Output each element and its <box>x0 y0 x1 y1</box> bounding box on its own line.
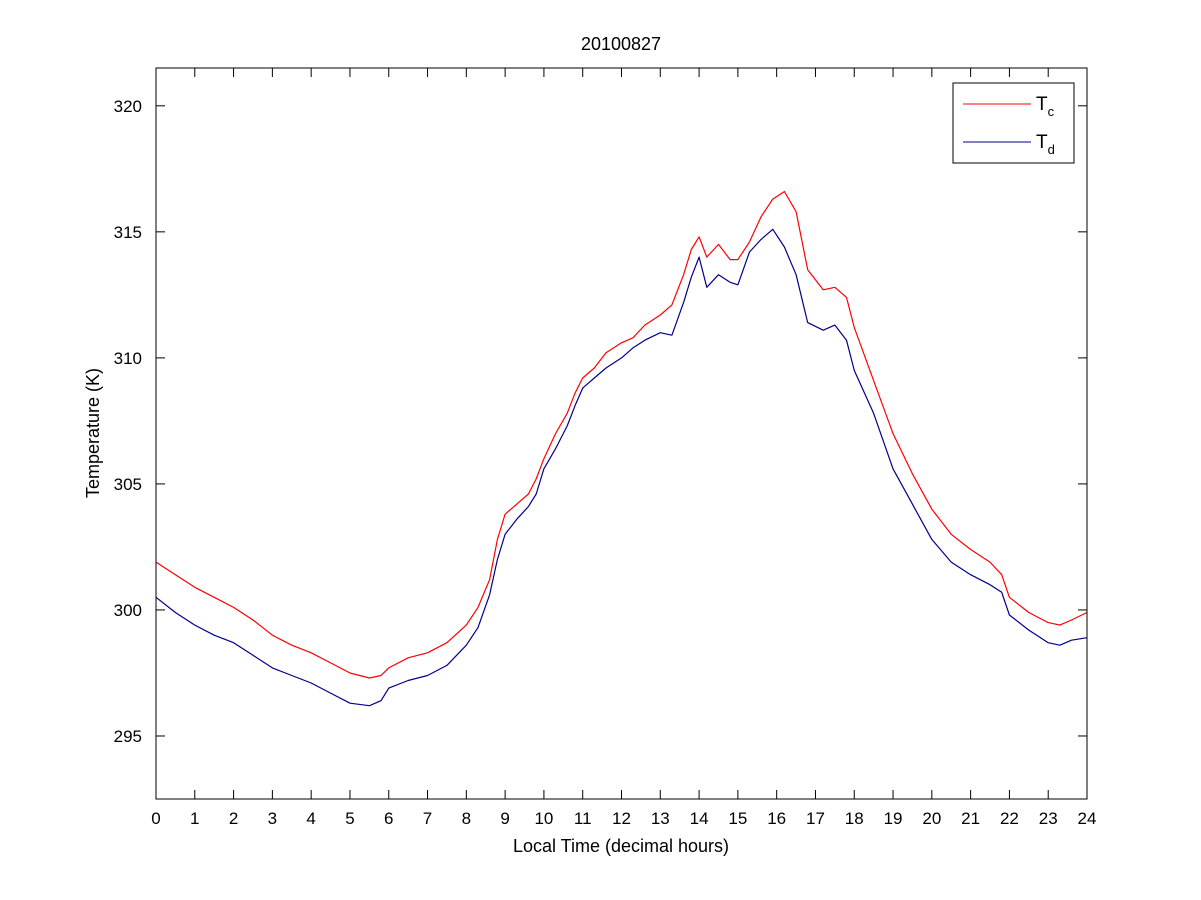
x-tick-label: 5 <box>345 809 354 828</box>
x-tick-label: 3 <box>268 809 277 828</box>
plot-area <box>156 68 1087 799</box>
x-tick-label: 11 <box>574 809 592 828</box>
x-tick-label: 18 <box>845 809 864 828</box>
x-tick-label: 12 <box>612 809 631 828</box>
x-tick-label: 6 <box>384 809 393 828</box>
y-tick-label: 300 <box>114 601 142 620</box>
x-tick-label: 16 <box>767 809 786 828</box>
x-axis-ticks: 0 1 2 3 4 5 6 7 8 9 10 11 12 13 14 15 16 17 18 19 20 21 22 23 24 <box>151 68 1096 828</box>
y-tick-label: 315 <box>114 223 142 242</box>
legend-label-td-subscript: d <box>1048 142 1055 157</box>
series-line-td <box>155 228 1088 707</box>
y-tick-label: 310 <box>114 349 142 368</box>
x-tick-label: 14 <box>690 809 709 828</box>
x-tick-label: 2 <box>229 809 238 828</box>
y-tick-label: 295 <box>114 727 142 746</box>
x-tick-label: 19 <box>884 809 903 828</box>
series-line-tc <box>155 190 1088 679</box>
legend-box <box>952 82 1075 164</box>
x-tick-label: 13 <box>651 809 670 828</box>
y-axis-label: Temperature (K) <box>83 368 103 498</box>
series-layer <box>155 190 1088 707</box>
x-tick-label: 4 <box>306 809 315 828</box>
x-tick-label: 1 <box>190 809 199 828</box>
legend-label-tc: Tc <box>1036 94 1055 119</box>
legend-label-tc-subscript: c <box>1048 104 1055 119</box>
legend: Tc Td <box>952 82 1075 164</box>
x-tick-label: 23 <box>1039 809 1058 828</box>
x-tick-label: 21 <box>961 809 980 828</box>
x-tick-label: 22 <box>1000 809 1019 828</box>
y-tick-label: 305 <box>114 475 142 494</box>
legend-label-tc-main: T <box>1036 94 1048 115</box>
x-tick-label: 0 <box>151 809 160 828</box>
x-tick-label: 8 <box>462 809 471 828</box>
x-tick-label: 17 <box>806 809 825 828</box>
x-tick-label: 15 <box>728 809 747 828</box>
x-tick-label: 7 <box>423 809 432 828</box>
chart-title: 20100827 <box>581 34 661 54</box>
legend-label-td-main: T <box>1036 132 1048 153</box>
x-axis-label: Local Time (decimal hours) <box>513 836 729 856</box>
x-tick-label: 20 <box>922 809 941 828</box>
x-tick-label: 24 <box>1078 809 1097 828</box>
y-tick-label: 320 <box>114 97 142 116</box>
x-tick-label: 10 <box>534 809 553 828</box>
x-tick-label: 9 <box>500 809 509 828</box>
y-axis-ticks: 295 300 305 310 315 320 <box>114 97 1087 746</box>
legend-label-td: Td <box>1036 132 1055 157</box>
